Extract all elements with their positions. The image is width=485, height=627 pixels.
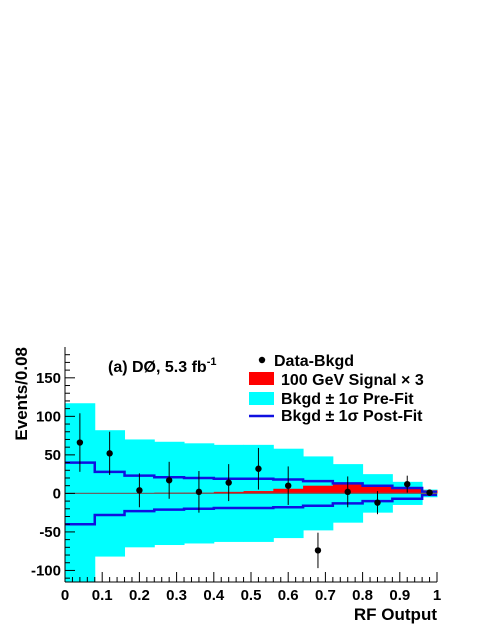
tick-labels-group: 0 0.1 0.2 0.3 0.4 0.5 0.6 0.7 0.8 0.9 1 -100 -50 0 50 1… <box>31 370 441 604</box>
y-axis-label: Events/0.08 <box>12 347 31 441</box>
postfit-band-group <box>65 461 437 526</box>
x-tick-label: 0.5 <box>241 587 262 604</box>
x-tick-label: 0.4 <box>203 587 225 604</box>
y-tick-label: 50 <box>44 447 61 464</box>
data-point <box>344 488 351 496</box>
data-point <box>426 489 433 496</box>
y-tick-label: -50 <box>39 524 61 541</box>
data-point <box>255 465 262 472</box>
legend-signal-swatch <box>249 372 274 385</box>
x-tick-label: 0.7 <box>315 587 336 604</box>
data-point <box>165 477 173 484</box>
legend-data-marker <box>258 356 266 364</box>
chart-title: (a) DØ, 5.3 fb-1 <box>108 356 216 376</box>
legend-postfit-label: Bkgd ± 1σ Post-Fit <box>281 408 423 425</box>
data-point <box>404 480 411 488</box>
y-tick-label: 0 <box>53 485 61 502</box>
y-tick-label: 150 <box>36 370 61 387</box>
x-tick-label: 0.1 <box>92 587 113 604</box>
x-tick-label: 0 <box>61 587 69 604</box>
data-point <box>76 439 84 446</box>
x-tick-label: 0.2 <box>129 587 150 604</box>
data-point <box>195 488 203 496</box>
legend-signal-label: 100 GeV Signal × 3 <box>281 372 424 389</box>
signal-bin <box>303 485 334 494</box>
chart-title-main: (a) DØ, 5.3 fb <box>108 359 207 376</box>
data-point <box>374 499 381 506</box>
data-point <box>106 450 113 457</box>
axes-group <box>64 347 438 583</box>
x-axis-label: RF Output <box>354 605 437 624</box>
postfit-upper-line <box>65 461 437 494</box>
x-tick-label: 0.6 <box>278 587 299 604</box>
chart-title-superscript: -1 <box>207 356 217 368</box>
x-tick-label: 0.9 <box>389 587 410 604</box>
legend: Data-Bkgd 100 GeV Signal × 3 Bkgd ± 1σ P… <box>249 353 424 425</box>
data-point <box>225 479 232 486</box>
data-points-group <box>76 413 433 569</box>
legend-prefit-label: Bkgd ± 1σ Pre-Fit <box>281 391 414 408</box>
x-tick-label: 1 <box>433 587 441 604</box>
data-point <box>136 487 143 494</box>
signal-bin <box>243 491 274 494</box>
x-tick-label: 0.3 <box>166 587 187 604</box>
data-point <box>285 482 292 489</box>
legend-prefit-swatch <box>249 392 274 405</box>
signal-bin <box>362 486 393 494</box>
x-tick-label: 0.8 <box>352 587 373 604</box>
postfit-lower-line <box>65 493 437 526</box>
y-tick-label: 100 <box>36 408 61 425</box>
y-tick-label: -100 <box>31 562 61 579</box>
data-point <box>314 547 322 554</box>
legend-data-label: Data-Bkgd <box>274 353 354 370</box>
